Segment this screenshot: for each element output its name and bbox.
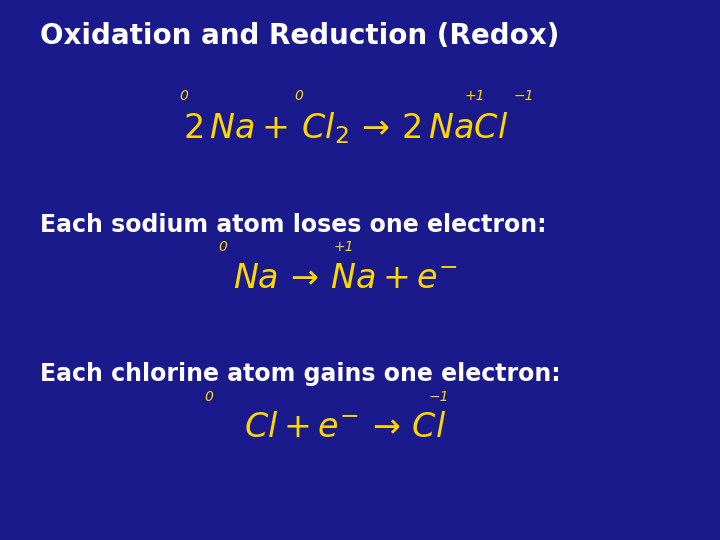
Text: $2\,Na + \,Cl_2 \,\rightarrow\, 2\,NaCl$: $2\,Na + \,Cl_2 \,\rightarrow\, 2\,NaCl$ <box>183 111 508 146</box>
Text: 0: 0 <box>219 240 228 254</box>
Text: −1: −1 <box>514 89 534 103</box>
Text: $Cl + e^{-} \,\rightarrow\, Cl$: $Cl + e^{-} \,\rightarrow\, Cl$ <box>244 411 447 444</box>
Text: −1: −1 <box>429 390 449 404</box>
Text: +1: +1 <box>334 240 354 254</box>
Text: $Na \,\rightarrow\, Na + e^{-}$: $Na \,\rightarrow\, Na + e^{-}$ <box>233 262 458 295</box>
Text: Each chlorine atom gains one electron:: Each chlorine atom gains one electron: <box>40 362 560 386</box>
Text: Each sodium atom loses one electron:: Each sodium atom loses one electron: <box>40 213 546 237</box>
Text: 0: 0 <box>294 89 303 103</box>
Text: 0: 0 <box>179 89 188 103</box>
Text: 0: 0 <box>204 390 213 404</box>
Text: +1: +1 <box>465 89 485 103</box>
Text: Oxidation and Reduction (Redox): Oxidation and Reduction (Redox) <box>40 22 559 50</box>
